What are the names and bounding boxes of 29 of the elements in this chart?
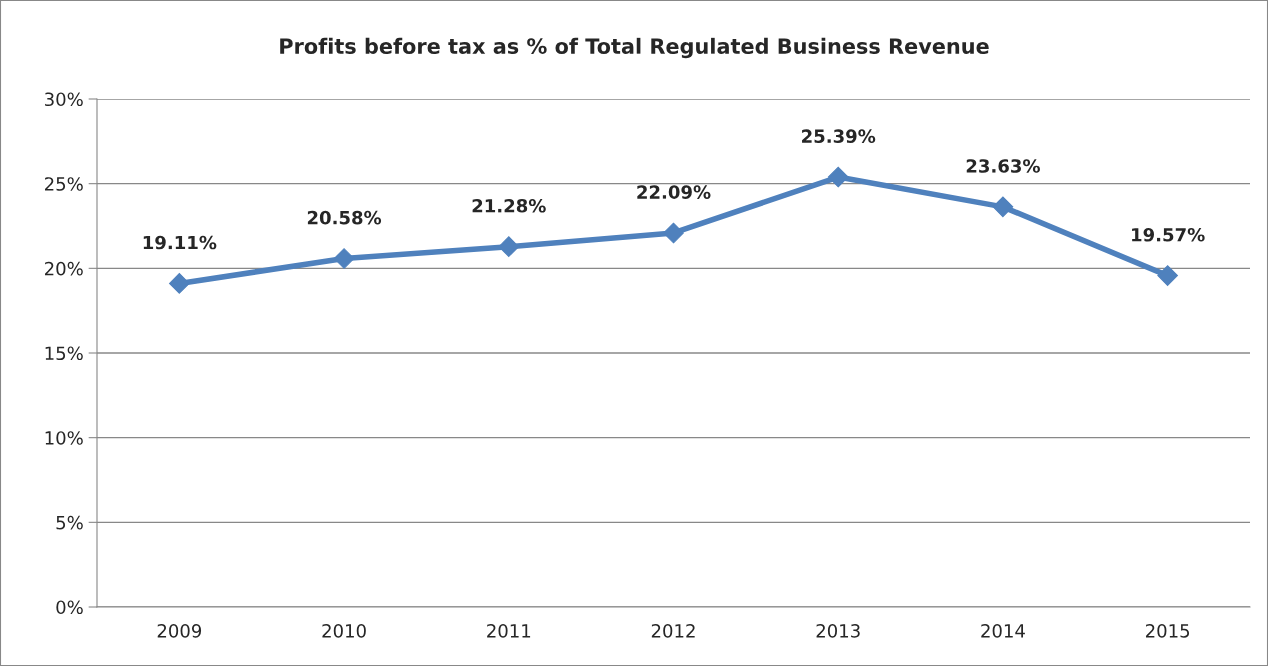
x-tick-label: 2010	[322, 623, 366, 638]
data-label: 21.28%	[472, 198, 546, 213]
point	[169, 273, 190, 294]
data-label: 22.09%	[637, 185, 711, 199]
point	[333, 248, 355, 269]
x-tick-label: 2013	[816, 623, 860, 638]
data-label: 20.58%	[307, 210, 382, 225]
x-tick-label: 2009	[157, 623, 202, 638]
y-tick-label: 25%	[45, 177, 83, 191]
y-tick-label: 15%	[45, 346, 83, 361]
x-tick-label: 2014	[981, 623, 1025, 638]
y-tick-label: 30%	[45, 92, 83, 107]
data-label: 19.57%	[1132, 227, 1205, 242]
data-label: 19.11%	[143, 235, 217, 250]
y-tick-label: 10%	[45, 431, 83, 445]
data-label: 23.63%	[966, 159, 1040, 173]
y-tick-label: 5%	[56, 515, 83, 530]
y-tick-label: 20%	[45, 261, 83, 276]
x-tick-label: 2012	[651, 623, 695, 638]
y-tick-label: 0%	[56, 600, 83, 615]
chart-title: Profits before tax as % of Total Regulated Business Revenue	[280, 37, 989, 59]
x-tick-label: 2011	[487, 623, 531, 638]
point	[663, 222, 684, 244]
point	[992, 196, 1014, 218]
x-tick-label: 2015	[1145, 623, 1190, 638]
data-label: 25.39%	[802, 129, 876, 144]
point	[1157, 265, 1178, 286]
point	[498, 236, 520, 257]
point	[827, 166, 849, 188]
